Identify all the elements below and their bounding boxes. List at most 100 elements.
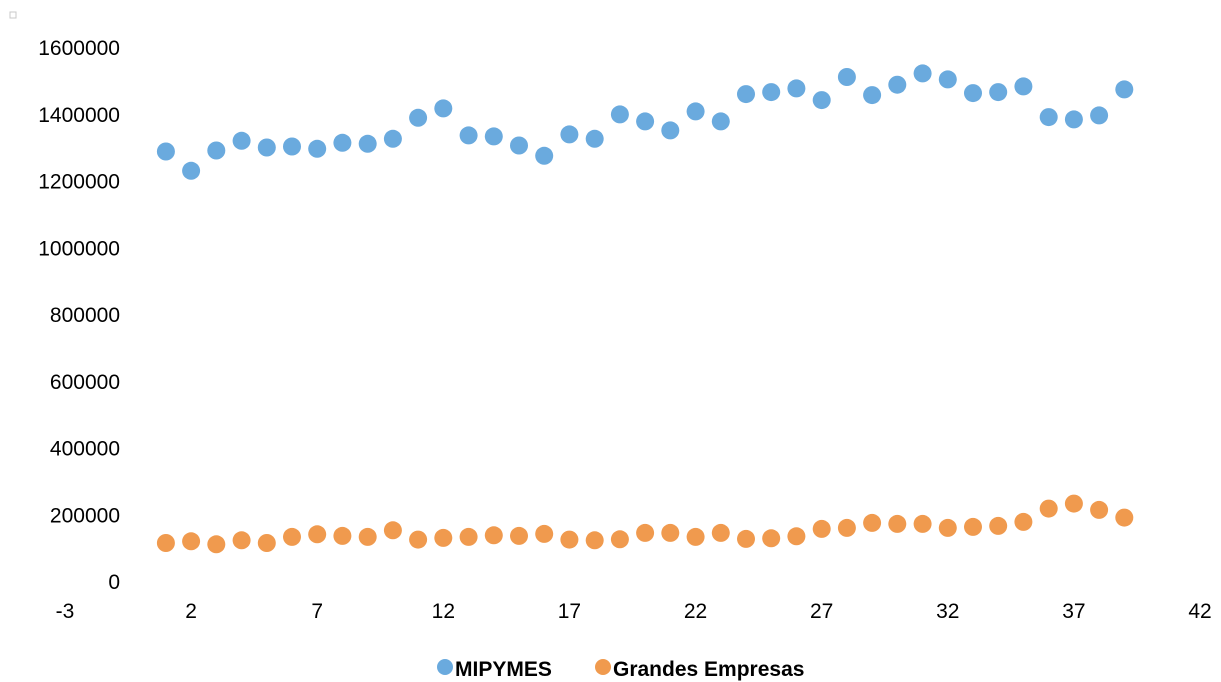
- data-point: [1039, 499, 1058, 518]
- data-point: [1039, 108, 1058, 127]
- data-point: [1064, 494, 1083, 513]
- data-point: [459, 126, 478, 145]
- data-point: [1014, 512, 1033, 531]
- data-point: [156, 534, 175, 552]
- legend-marker-grandes-empresas: [595, 659, 611, 675]
- data-point: [964, 517, 982, 536]
- data-point: [686, 102, 705, 121]
- data-point: [737, 85, 755, 104]
- y-tick-label: 1600000: [38, 37, 120, 60]
- data-point: [510, 526, 528, 545]
- data-point: [207, 141, 226, 160]
- data-point: [610, 530, 629, 549]
- data-point: [686, 527, 705, 546]
- legend-label-mipymes: MIPYMES: [455, 658, 552, 681]
- x-tick-label: 32: [936, 600, 959, 623]
- data-point: [409, 108, 428, 127]
- data-point: [232, 131, 251, 150]
- data-point: [383, 521, 402, 540]
- y-axis-ticks: 0 200000 400000 600000 800000 1000000 1200000 1…: [38, 37, 120, 594]
- x-tick-label: 7: [311, 600, 323, 623]
- data-point: [409, 530, 428, 549]
- legend-label-grandes-empresas: Grandes Empresas: [613, 658, 804, 681]
- data-point: [837, 518, 856, 537]
- legend: MIPYMES Grandes Empresas: [437, 658, 804, 681]
- data-point: [283, 527, 301, 546]
- series-mipymes: [156, 64, 1134, 180]
- data-point: [257, 534, 276, 552]
- data-point: [762, 529, 781, 548]
- y-tick-label: 600000: [50, 371, 120, 394]
- data-point: [888, 75, 907, 94]
- data-point: [535, 524, 554, 543]
- data-point: [636, 112, 655, 131]
- y-tick-label: 200000: [50, 504, 120, 527]
- x-axis-ticks: -3 2 7 12 17 22 27 32 37 42: [56, 600, 1212, 623]
- data-point: [333, 526, 352, 545]
- data-point: [1014, 77, 1033, 96]
- data-point: [661, 523, 680, 542]
- data-point: [257, 138, 276, 157]
- data-point: [989, 516, 1008, 535]
- data-point: [510, 136, 528, 155]
- corner-marker: [9, 11, 17, 19]
- data-points: [156, 64, 1134, 554]
- data-point: [585, 129, 604, 148]
- data-point: [787, 527, 806, 546]
- data-point: [812, 519, 831, 538]
- x-tick-label: 22: [684, 600, 707, 623]
- data-point: [762, 83, 781, 102]
- data-point: [560, 530, 579, 549]
- data-point: [964, 84, 982, 103]
- data-point: [610, 105, 629, 124]
- data-point: [585, 531, 604, 550]
- data-point: [863, 86, 882, 105]
- data-point: [207, 535, 226, 554]
- legend-marker-mipymes: [437, 659, 453, 675]
- data-point: [358, 134, 377, 153]
- data-point: [1090, 106, 1109, 125]
- data-point: [283, 137, 301, 156]
- data-point: [938, 518, 957, 537]
- data-point: [989, 83, 1008, 102]
- x-tick-label: 42: [1188, 600, 1211, 623]
- data-point: [182, 532, 201, 551]
- x-tick-label: 37: [1062, 600, 1085, 623]
- data-point: [913, 64, 932, 83]
- x-tick-label: 12: [432, 600, 455, 623]
- data-point: [484, 526, 503, 545]
- data-point: [358, 527, 377, 546]
- series-grandes-empresas: [156, 494, 1134, 554]
- data-point: [661, 121, 680, 140]
- y-tick-label: 1000000: [38, 237, 120, 260]
- x-tick-label: 27: [810, 600, 833, 623]
- data-point: [913, 514, 932, 533]
- data-point: [938, 70, 957, 89]
- data-point: [459, 527, 478, 546]
- data-point: [535, 146, 554, 165]
- data-point: [711, 112, 730, 131]
- x-tick-label: -3: [56, 600, 75, 623]
- data-point: [232, 531, 251, 550]
- data-point: [737, 529, 755, 548]
- data-point: [333, 133, 352, 152]
- y-tick-label: 800000: [50, 304, 120, 327]
- x-tick-label: 2: [185, 600, 197, 623]
- data-point: [434, 99, 453, 118]
- data-point: [787, 79, 806, 98]
- data-point: [1115, 508, 1134, 527]
- data-point: [711, 523, 730, 542]
- data-point: [383, 129, 402, 148]
- y-tick-label: 1200000: [38, 171, 120, 194]
- data-point: [863, 513, 882, 532]
- data-point: [1115, 80, 1134, 99]
- data-point: [888, 514, 907, 533]
- y-tick-label: 0: [108, 571, 120, 594]
- x-tick-label: 17: [558, 600, 581, 623]
- y-tick-label: 400000: [50, 438, 120, 461]
- data-point: [1064, 110, 1083, 129]
- data-point: [156, 142, 175, 161]
- data-point: [837, 68, 856, 86]
